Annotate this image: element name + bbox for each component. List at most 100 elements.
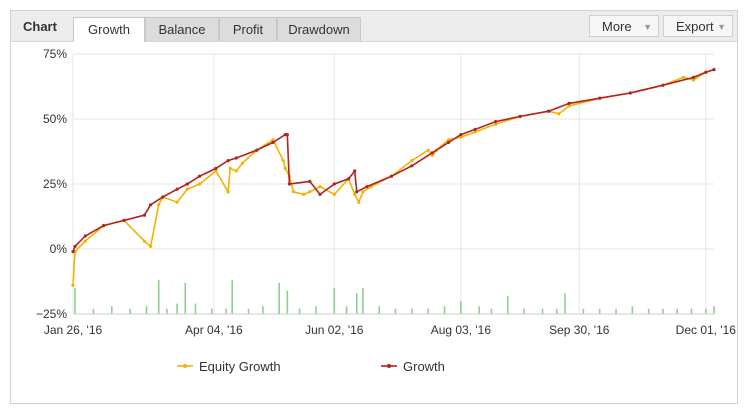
growth-line xyxy=(72,68,715,252)
growth-point xyxy=(365,185,369,189)
growth-point xyxy=(518,114,522,118)
growth-point xyxy=(285,133,289,137)
volume-bar xyxy=(490,308,493,314)
volume-bar xyxy=(460,301,462,314)
volume-bar xyxy=(166,308,168,314)
growth-point xyxy=(122,218,126,222)
volume-bar xyxy=(298,308,301,314)
volume-bar xyxy=(184,282,187,314)
equity-growth-point xyxy=(234,169,238,173)
x-tick-label: Aug 03, '16 xyxy=(431,323,492,337)
tab-growth[interactable]: Growth xyxy=(73,17,145,42)
volume-bar xyxy=(647,308,650,314)
equity-growth-point xyxy=(361,190,365,194)
volume-bar xyxy=(556,308,558,314)
growth-point xyxy=(142,213,147,217)
growth-legend-marker xyxy=(387,364,391,368)
volume-bar xyxy=(631,306,634,314)
export-button[interactable]: Export ▼ xyxy=(663,15,733,37)
growth-point xyxy=(661,83,665,87)
equity-growth-point xyxy=(308,190,312,194)
tab-drawdown[interactable]: Drawdown xyxy=(277,17,361,41)
equity-growth-point xyxy=(318,185,322,189)
equity-growth-point xyxy=(185,187,189,191)
growth-point xyxy=(332,182,336,186)
growth-point xyxy=(355,190,359,194)
chart-widget-title: Chart xyxy=(23,19,57,34)
volume-bar xyxy=(564,293,566,314)
equity-growth-point xyxy=(197,182,202,186)
growth-point xyxy=(226,159,230,163)
growth-point xyxy=(148,203,153,207)
growth-point xyxy=(73,244,77,248)
x-tick-label: Sep 30, '16 xyxy=(549,323,610,337)
growth-point xyxy=(234,156,238,160)
tab-profit[interactable]: Profit xyxy=(219,17,277,41)
volume-bar xyxy=(355,293,358,314)
volume-bar xyxy=(225,308,227,314)
equity-growth-point xyxy=(302,192,306,196)
growth-point xyxy=(704,70,708,74)
growth-point xyxy=(430,151,434,155)
growth-point xyxy=(346,177,351,181)
equity-growth-point xyxy=(353,192,357,196)
volume-bar xyxy=(194,303,197,314)
equity-growth-point xyxy=(83,239,87,243)
volume-bar xyxy=(247,308,250,314)
equity-growth-point xyxy=(557,112,561,116)
equity-growth-point xyxy=(567,104,571,108)
x-tick-label: Dec 01, '16 xyxy=(676,323,737,337)
growth-point xyxy=(161,195,165,199)
equity-growth-point xyxy=(681,75,685,79)
equity-growth-point xyxy=(148,244,153,248)
equity-growth-point xyxy=(283,166,287,170)
equity-growth-legend-label: Equity Growth xyxy=(199,359,281,374)
equity-growth-point xyxy=(228,166,232,170)
y-tick-label: 75% xyxy=(43,47,67,61)
equity-growth-line xyxy=(72,68,715,286)
volume-bar xyxy=(145,306,148,314)
volume-bar xyxy=(394,308,397,314)
equity-growth-point xyxy=(493,122,498,126)
volume-bar xyxy=(211,308,213,314)
more-button[interactable]: More ▼ xyxy=(589,15,659,37)
growth-point xyxy=(175,187,179,191)
equity-growth-point xyxy=(71,283,75,287)
chart-toolbar: Chart Growth Balance Profit Drawdown Mor… xyxy=(11,11,737,42)
x-tick-label: Apr 04, '16 xyxy=(185,323,243,337)
growth-point xyxy=(102,224,106,228)
volume-bar xyxy=(690,308,693,314)
growth-point xyxy=(214,166,218,170)
volume-bar xyxy=(286,290,289,314)
volume-bar xyxy=(713,306,715,314)
growth-point xyxy=(71,250,75,254)
growth-point xyxy=(493,120,498,124)
volume-bar xyxy=(427,308,430,314)
volume-bar xyxy=(333,288,336,314)
y-tick-label: 25% xyxy=(43,177,67,191)
equity-growth-point xyxy=(410,159,414,163)
tab-balance[interactable]: Balance xyxy=(145,17,219,41)
equity-growth-point xyxy=(691,78,696,82)
growth-point xyxy=(255,148,259,152)
growth-point xyxy=(353,169,357,173)
volume-bar xyxy=(231,280,234,314)
volume-bar xyxy=(523,308,525,314)
equity-growth-legend-marker xyxy=(183,364,187,368)
volume-bar xyxy=(378,306,381,314)
volume-bar xyxy=(129,308,131,314)
volume-bar xyxy=(362,288,364,314)
volume-bar xyxy=(262,306,264,314)
equity-growth-point xyxy=(214,169,218,173)
growth-point xyxy=(547,109,551,113)
growth-point xyxy=(459,133,463,137)
x-tick-label: Jun 02, '16 xyxy=(305,323,364,337)
chevron-down-icon: ▼ xyxy=(643,22,652,32)
equity-growth-point xyxy=(226,190,230,194)
volume-bar xyxy=(74,288,76,314)
chevron-down-icon: ▼ xyxy=(717,22,726,32)
volume-bar xyxy=(411,308,413,314)
volume-bar xyxy=(345,306,348,314)
growth-point xyxy=(628,91,632,95)
